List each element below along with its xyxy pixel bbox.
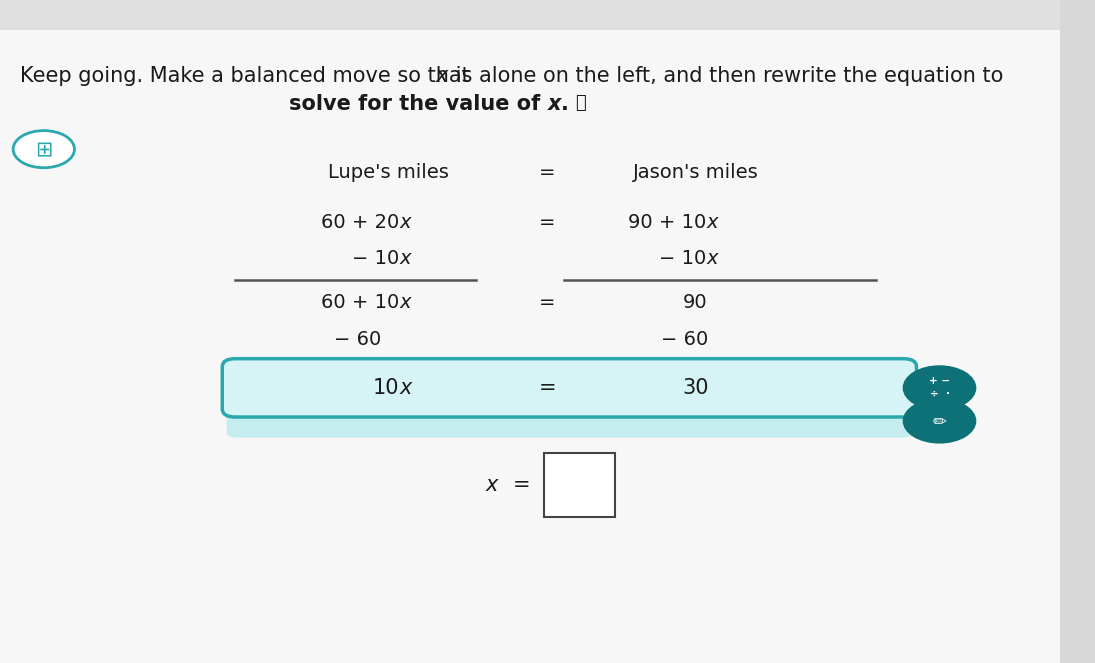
Text: =: = [539,378,556,398]
Text: 30: 30 [682,378,708,398]
FancyBboxPatch shape [227,404,912,438]
Text: 90: 90 [683,294,707,312]
Text: 🔊: 🔊 [575,94,586,112]
Text: x: x [400,249,412,268]
Text: − 60: − 60 [660,330,708,349]
Text: x: x [400,213,412,231]
Text: x: x [400,378,412,398]
Text: ✏: ✏ [933,412,946,430]
Text: 60 + 10: 60 + 10 [322,294,400,312]
Text: 10: 10 [373,378,400,398]
Text: =: = [539,163,556,182]
Text: − 60: − 60 [334,330,382,349]
Circle shape [13,131,74,168]
Text: solve for the value of: solve for the value of [289,94,548,114]
FancyBboxPatch shape [0,0,1095,30]
Text: − 10: − 10 [659,249,706,268]
Circle shape [903,366,976,410]
Text: + −: + − [929,376,950,387]
Text: ÷  ·: ÷ · [930,389,949,400]
Text: x: x [486,475,498,495]
Text: − 10: − 10 [353,249,400,268]
Text: =: = [539,213,556,231]
Text: 60 + 20: 60 + 20 [322,213,400,231]
Text: x: x [548,94,561,114]
Text: =: = [539,294,556,312]
Text: x: x [400,294,412,312]
Circle shape [903,399,976,443]
Text: x: x [436,66,448,86]
Text: ⊞: ⊞ [35,139,53,159]
Text: Lupe's miles: Lupe's miles [328,163,449,182]
Text: Keep going. Make a balanced move so that: Keep going. Make a balanced move so that [20,66,476,86]
Text: is alone on the left, and then rewrite the equation to: is alone on the left, and then rewrite t… [449,66,1003,86]
FancyBboxPatch shape [1060,0,1095,663]
Text: 90 + 10: 90 + 10 [629,213,706,231]
Text: x: x [706,213,718,231]
Text: =: = [512,475,530,495]
Text: .: . [561,94,576,114]
Text: x: x [706,249,718,268]
FancyBboxPatch shape [544,453,615,517]
FancyBboxPatch shape [222,359,917,417]
Text: Jason's miles: Jason's miles [633,163,758,182]
